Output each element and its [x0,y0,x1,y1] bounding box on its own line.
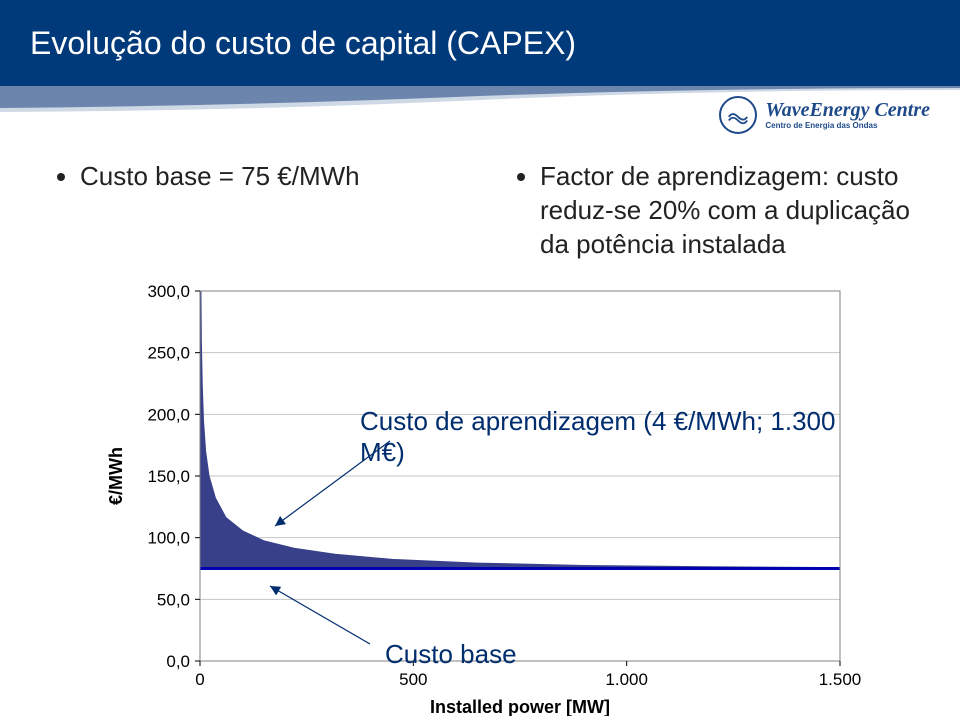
svg-text:50,0: 50,0 [157,591,190,610]
svg-text:€/MWh: €/MWh [106,447,126,505]
svg-text:1.000: 1.000 [605,670,648,689]
svg-text:300,0: 300,0 [147,282,190,301]
capex-chart: 0,0 50,0 100,0 150,0 200,0 250,0 300,0 0 500 1.00… [100,271,880,716]
svg-text:100,0: 100,0 [147,529,190,548]
svg-text:150,0: 150,0 [147,467,190,486]
page-title: Evolução do custo de capital (CAPEX) [30,25,576,62]
svg-text:250,0: 250,0 [147,344,190,363]
svg-text:1.500: 1.500 [819,670,862,689]
slide-body: Custo base = 75 €/MWh Factor de aprendiz… [0,110,960,716]
logo-name: WaveEnergy Centre [765,100,930,120]
svg-text:500: 500 [399,670,427,689]
bullet-right: Factor de aprendizagem: custo reduz-se 2… [540,160,920,261]
brand-logo: WaveEnergy Centre Centro de Energia das … [719,96,930,134]
bullet-left: Custo base = 75 €/MWh [80,160,460,194]
bullet-row: Custo base = 75 €/MWh Factor de aprendiz… [60,160,920,261]
svg-text:Installed power [MW]: Installed power [MW] [430,697,610,716]
wave-icon [719,96,757,134]
svg-text:0,0: 0,0 [166,652,190,671]
svg-text:0: 0 [195,670,204,689]
title-bar: Evolução do custo de capital (CAPEX) [0,0,960,86]
base-annotation: Custo base [385,639,517,670]
logo-tagline: Centro de Energia das Ondas [765,122,930,130]
learning-annotation: Custo de aprendizagem (4 €/MWh; 1.300 M€… [360,406,880,468]
svg-text:200,0: 200,0 [147,406,190,425]
